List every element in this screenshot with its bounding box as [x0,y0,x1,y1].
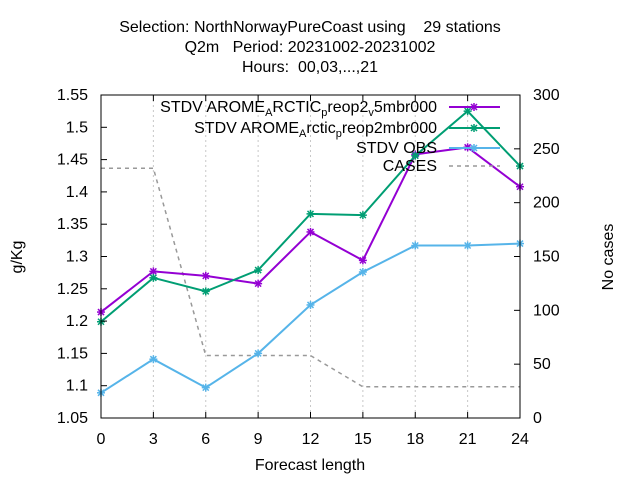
y-tick-label: 1.05 [57,410,88,427]
y-tick-label: 1.2 [66,313,88,330]
data-point [463,241,472,250]
y-tick-label: 1.15 [57,345,88,362]
y2-tick-label: 0 [533,410,542,427]
data-point [254,279,263,288]
data-point [201,383,210,392]
data-point [254,349,263,358]
data-point [463,107,472,116]
series-line [101,167,520,388]
legend-label: STDV AROMEARCTICpreop2v5mbr000 [160,99,437,119]
y-tick-label: 1.25 [57,281,88,298]
y2-tick-label: 250 [533,141,560,158]
legend-marker [470,124,478,132]
y2-tick-label: 50 [533,356,551,373]
legend-item-2: STDV AROMEArcticpreop2mbr000 [194,120,500,140]
y-tick-label: 1.55 [57,87,88,104]
y2-axis-label: No cases [600,224,617,291]
legend-label: STDV AROMEArcticpreop2mbr000 [194,120,437,140]
data-point [149,355,158,364]
data-point [411,151,420,160]
legend-item-3: STDV OBS [356,140,500,157]
legend-label: STDV OBS [356,140,437,157]
x-tick-label: 0 [97,431,106,448]
data-point [201,271,210,280]
data-point [254,266,263,275]
x-tick-label: 9 [254,431,263,448]
y-axis: 1.05 1.1 1.15 1.2 1.25 1.3 1.35 1.4 1.45 1.5 1.55 [57,87,107,427]
y2-tick-label: 200 [533,195,560,212]
data-point [149,273,158,282]
y-tick-label: 1.5 [66,119,88,136]
y-tick-label: 1.45 [57,152,88,169]
series-4 [101,167,520,388]
y-tick-label: 1.4 [66,184,88,201]
data-point [201,287,210,296]
series-3 [97,239,524,397]
x-tick-label: 15 [354,431,372,448]
y-tick-label: 1.3 [66,249,88,266]
y2-tick-label: 100 [533,302,560,319]
legend-marker [470,103,478,111]
y2-tick-label: 150 [533,249,560,266]
data-point [306,300,315,309]
title-line-3: Hours: 00,03,...,21 [242,59,378,76]
x-tick-label: 21 [459,431,477,448]
legend-item-1: STDV AROMEARCTICpreop2v5mbr000 [160,99,500,119]
title-line-2: Q2m Period: 20231002-20231002 [185,39,436,56]
data-point [411,241,420,250]
data-point [306,227,315,236]
x-tick-label: 24 [511,431,529,448]
series-2 [97,107,524,326]
data-point [358,211,367,220]
data-point [306,209,315,218]
legend-marker [470,144,478,152]
x-tick-label: 6 [201,431,210,448]
y2-axis: 0 50 100 150 200 250 300 [514,87,560,427]
title-line-1: Selection: NorthNorwayPureCoast using 29… [119,19,501,36]
legend-label: CASES [383,158,437,175]
data-point [358,256,367,265]
y2-tick-label: 300 [533,87,560,104]
data-point [358,268,367,277]
x-tick-label: 18 [406,431,424,448]
y-tick-label: 1.35 [57,216,88,233]
x-tick-label: 3 [149,431,158,448]
chart-title: Selection: NorthNorwayPureCoast using 29… [119,19,501,76]
x-tick-label: 12 [302,431,320,448]
legend-item-4: CASES [383,158,500,175]
y-axis-label: g/Kg [9,241,26,274]
x-axis: 0 3 6 9 12 15 18 21 24 [97,95,529,448]
cases-layer [101,167,520,388]
x-axis-label: Forecast length [255,457,365,474]
data-point [149,267,158,276]
y-tick-label: 1.1 [66,378,88,395]
